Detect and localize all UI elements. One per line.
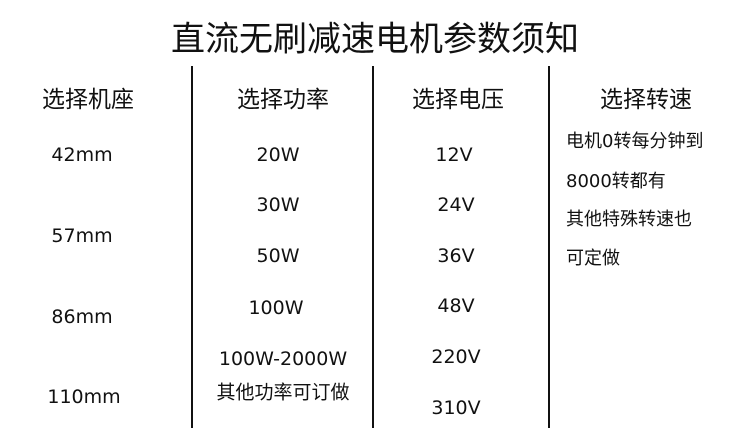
power-value: 100W bbox=[248, 297, 304, 319]
power-value: 其他功率可订做 bbox=[216, 381, 350, 404]
voltage-value: 310V bbox=[431, 397, 481, 419]
speed-note: 其他特殊转速也 bbox=[566, 209, 692, 230]
speed-note: 可定做 bbox=[566, 248, 620, 269]
column-divider bbox=[372, 66, 374, 428]
power-value: 100W-2000W bbox=[218, 348, 348, 370]
power-value: 20W bbox=[256, 144, 300, 166]
header-power: 选择功率 bbox=[237, 87, 329, 113]
voltage-value: 12V bbox=[435, 144, 473, 166]
column-divider bbox=[548, 66, 550, 428]
frame-value: 86mm bbox=[51, 306, 113, 328]
voltage-value: 48V bbox=[437, 295, 475, 317]
speed-note: 8000转都有 bbox=[566, 171, 666, 192]
column-divider bbox=[191, 66, 193, 428]
frame-value: 42mm bbox=[51, 144, 113, 166]
voltage-value: 220V bbox=[431, 346, 481, 368]
page-title: 直流无刷减速电机参数须知 bbox=[171, 19, 579, 60]
frame-value: 57mm bbox=[51, 225, 113, 247]
header-voltage: 选择电压 bbox=[412, 87, 504, 113]
voltage-value: 36V bbox=[437, 245, 475, 267]
power-value: 30W bbox=[256, 194, 300, 216]
power-value: 50W bbox=[256, 245, 300, 267]
frame-value: 110mm bbox=[47, 386, 121, 408]
header-speed: 选择转速 bbox=[600, 87, 692, 113]
voltage-value: 24V bbox=[437, 194, 475, 216]
speed-note: 电机0转每分钟到 bbox=[566, 131, 704, 152]
header-frame: 选择机座 bbox=[42, 87, 134, 113]
